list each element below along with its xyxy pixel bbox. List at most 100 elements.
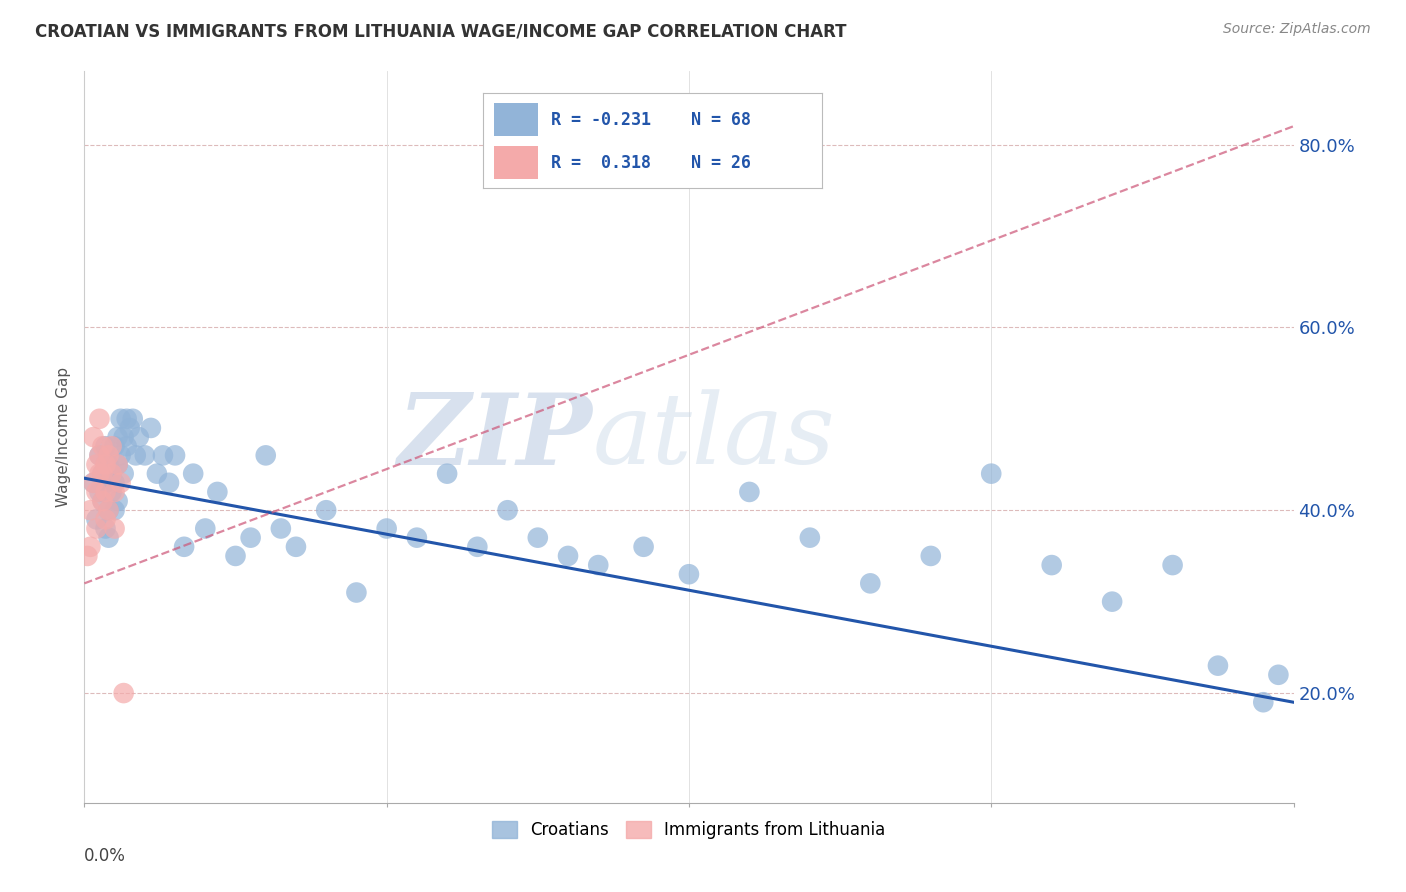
Text: ZIP: ZIP xyxy=(398,389,592,485)
Point xyxy=(94,439,117,453)
Point xyxy=(104,475,127,490)
Point xyxy=(86,485,108,500)
Point xyxy=(100,467,122,481)
Text: atlas: atlas xyxy=(592,390,835,484)
Point xyxy=(94,521,117,535)
Legend: Croatians, Immigrants from Lithuania: Croatians, Immigrants from Lithuania xyxy=(485,814,893,846)
Point xyxy=(104,485,127,500)
Point xyxy=(110,412,132,426)
Point xyxy=(86,521,108,535)
Point xyxy=(91,467,114,481)
Point xyxy=(239,531,262,545)
Point xyxy=(112,686,135,700)
Point xyxy=(557,549,579,563)
Point xyxy=(94,475,117,490)
Point xyxy=(285,540,308,554)
Point xyxy=(94,485,117,500)
Point xyxy=(859,576,882,591)
Point xyxy=(633,540,655,554)
Point xyxy=(678,567,700,582)
Point xyxy=(1040,558,1063,573)
Point xyxy=(110,475,132,490)
Point xyxy=(1267,667,1289,681)
Point xyxy=(588,558,610,573)
Point xyxy=(920,549,942,563)
Point xyxy=(89,467,111,481)
Point xyxy=(89,412,111,426)
Point xyxy=(799,531,821,545)
Point xyxy=(115,439,138,453)
Point xyxy=(104,521,127,535)
Point xyxy=(527,531,550,545)
Point xyxy=(496,503,519,517)
Point xyxy=(346,585,368,599)
Point xyxy=(980,467,1002,481)
Point xyxy=(467,540,489,554)
Point xyxy=(110,448,132,462)
Point xyxy=(97,503,120,517)
Point xyxy=(107,458,129,472)
Point xyxy=(112,467,135,481)
Point xyxy=(100,467,122,481)
Point xyxy=(91,439,114,453)
Point xyxy=(1206,658,1229,673)
Point xyxy=(1101,594,1123,608)
Point xyxy=(375,521,398,535)
Point xyxy=(86,458,108,472)
Point xyxy=(76,549,98,563)
Point xyxy=(112,430,135,444)
Point xyxy=(97,458,120,472)
Point xyxy=(254,448,277,462)
Point xyxy=(104,503,127,517)
Point xyxy=(146,467,169,481)
Point xyxy=(270,521,292,535)
Point xyxy=(225,549,247,563)
Point xyxy=(194,521,217,535)
Point xyxy=(207,485,229,500)
Point xyxy=(1161,558,1184,573)
Point xyxy=(165,448,187,462)
Point xyxy=(94,458,117,472)
Point xyxy=(89,448,111,462)
Text: 0.0%: 0.0% xyxy=(84,847,127,864)
Point xyxy=(139,421,162,435)
Y-axis label: Wage/Income Gap: Wage/Income Gap xyxy=(56,367,72,508)
Point xyxy=(82,430,104,444)
Text: CROATIAN VS IMMIGRANTS FROM LITHUANIA WAGE/INCOME GAP CORRELATION CHART: CROATIAN VS IMMIGRANTS FROM LITHUANIA WA… xyxy=(35,22,846,40)
Point xyxy=(89,448,111,462)
Point xyxy=(128,430,150,444)
Point xyxy=(738,485,761,500)
Point xyxy=(315,503,337,517)
Point xyxy=(79,503,101,517)
Point xyxy=(134,448,156,462)
Point xyxy=(181,467,204,481)
Point xyxy=(100,485,122,500)
Point xyxy=(115,412,138,426)
Point xyxy=(82,475,104,490)
Point xyxy=(107,494,129,508)
Point xyxy=(79,540,101,554)
Point xyxy=(107,430,129,444)
Point xyxy=(173,540,195,554)
Point xyxy=(86,512,108,526)
Point xyxy=(97,503,120,517)
Point xyxy=(91,494,114,508)
Point xyxy=(97,531,120,545)
Point xyxy=(104,439,127,453)
Point xyxy=(97,448,120,462)
Point xyxy=(436,467,458,481)
Point xyxy=(91,494,114,508)
Point xyxy=(152,448,174,462)
Point xyxy=(100,439,122,453)
Point xyxy=(406,531,429,545)
Point xyxy=(107,458,129,472)
Point xyxy=(89,485,111,500)
Text: Source: ZipAtlas.com: Source: ZipAtlas.com xyxy=(1223,22,1371,37)
Point xyxy=(125,448,148,462)
Point xyxy=(121,412,143,426)
Point xyxy=(91,467,114,481)
Point xyxy=(1253,695,1275,709)
Point xyxy=(94,512,117,526)
Point xyxy=(118,421,141,435)
Point xyxy=(157,475,180,490)
